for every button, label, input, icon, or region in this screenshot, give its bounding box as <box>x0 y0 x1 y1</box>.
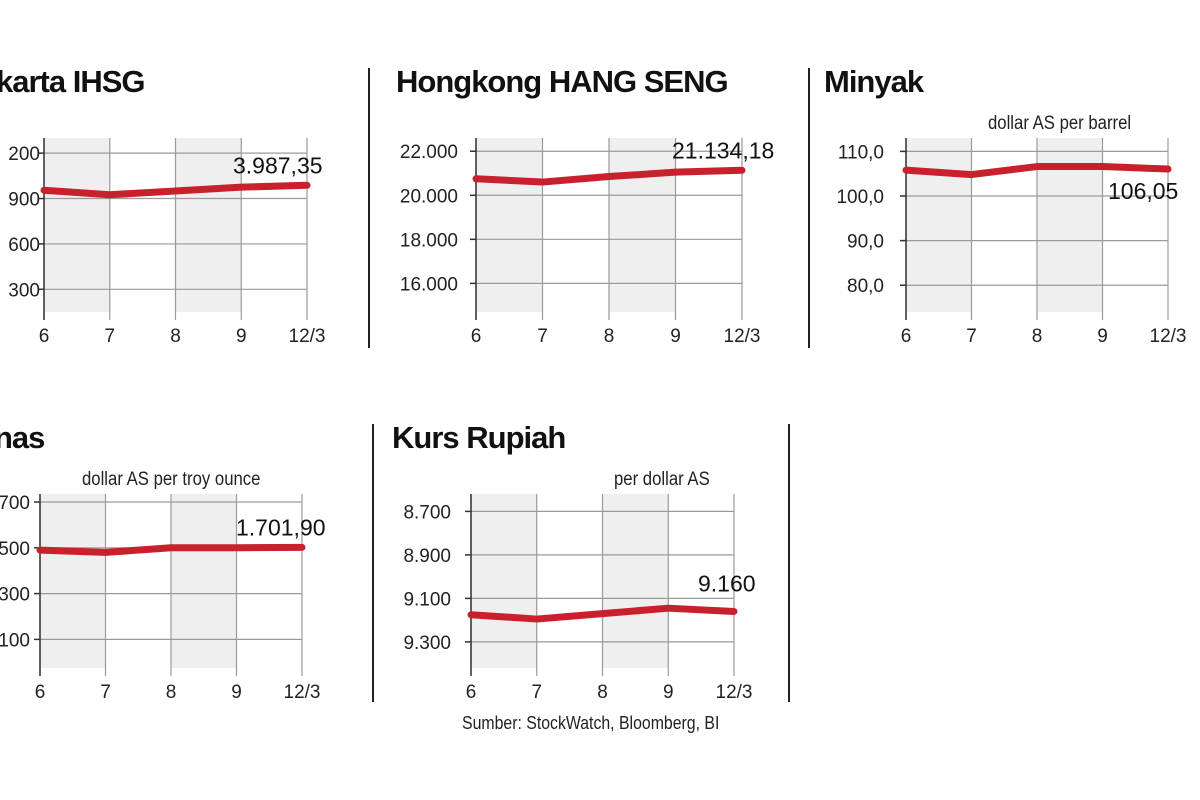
y-tick-label: 16.000 <box>400 274 458 295</box>
panel-divider <box>368 68 370 348</box>
line-chart: 200 900 600 300 6 7 8 9 12/3 3.987,35 <box>8 138 326 347</box>
x-tick-label: 8 <box>597 682 608 703</box>
chart-panel-minyak: Minyak dollar AS per barrel 110,0 100,0 90… <box>820 0 1200 360</box>
line-chart: 110,0 100,0 90,0 80,0 6 7 8 9 12/3 106,05 <box>836 138 1187 347</box>
chart-panel-hang-seng: Hongkong HANG SENG 22.000 20.000 18.000 16.… <box>380 0 800 360</box>
chart-panel-kurs-rupiah: Kurs Rupiah per dollar AS 8.700 8.900 9.10… <box>380 400 780 730</box>
x-tick-label: 7 <box>966 326 977 347</box>
y-tick-label: 80,0 <box>847 276 884 297</box>
y-tick-label: 9.300 <box>403 633 451 654</box>
chart-title: nas <box>0 420 45 455</box>
y-tick-label: 700 <box>0 493 30 514</box>
series-line <box>36 543 306 556</box>
x-tick-label: 7 <box>537 326 548 347</box>
y-tick-label: 8.700 <box>403 502 451 523</box>
y-tick-label: 600 <box>8 235 40 256</box>
shaded-band <box>40 494 106 668</box>
x-tick-label: 12/3 <box>716 682 753 703</box>
panel-divider <box>808 68 810 348</box>
end-value-label: 9.160 <box>698 570 756 596</box>
y-tick-label: 110,0 <box>838 142 884 163</box>
unit-label: dollar AS per barrel <box>988 113 1132 134</box>
y-tick-label: 300 <box>0 585 30 606</box>
shaded-band <box>476 138 543 312</box>
x-tick-label: 9 <box>670 326 681 347</box>
panel-divider <box>372 424 374 702</box>
panel-divider <box>788 424 790 702</box>
shaded-band <box>602 494 669 668</box>
x-tick-label: 6 <box>471 326 482 347</box>
shaded-band <box>471 494 537 668</box>
chart-title: karta IHSG <box>0 64 146 99</box>
series-line <box>40 181 311 199</box>
shaded-band <box>906 138 972 312</box>
x-tick-label: 12/3 <box>289 326 326 347</box>
y-tick-label: 20.000 <box>400 186 458 207</box>
x-tick-label: 7 <box>104 326 115 347</box>
shaded-band <box>44 138 110 312</box>
unit-label: dollar AS per troy ounce <box>82 469 261 490</box>
y-tick-label: 18.000 <box>400 230 458 251</box>
shaded-band <box>609 138 676 312</box>
chart-title: Minyak <box>824 64 924 99</box>
chart-title: Hongkong HANG SENG <box>396 64 729 99</box>
line-chart: 8.700 8.900 9.100 9.300 6 7 8 9 12/3 9.160 <box>403 494 756 703</box>
unit-label: per dollar AS <box>614 469 710 490</box>
y-tick-label: 22.000 <box>400 142 458 163</box>
x-tick-label: 6 <box>39 326 50 347</box>
x-tick-label: 12/3 <box>284 682 321 703</box>
x-tick-label: 8 <box>604 326 615 347</box>
x-tick-label: 12/3 <box>1150 326 1187 347</box>
chart-panel-emas: nas dollar AS per troy ounce 700 500 300 10… <box>0 400 360 730</box>
x-tick-label: 6 <box>466 682 477 703</box>
y-tick-label: 500 <box>0 539 30 560</box>
x-tick-label: 7 <box>531 682 542 703</box>
end-value-label: 1.701,90 <box>236 514 326 540</box>
x-tick-label: 8 <box>170 326 181 347</box>
series-line <box>467 604 738 623</box>
x-tick-label: 9 <box>663 682 674 703</box>
y-tick-label: 900 <box>8 190 40 211</box>
y-tick-label: 200 <box>8 144 40 165</box>
series-line <box>472 166 746 186</box>
source-note: Sumber: StockWatch, Bloomberg, BI <box>462 713 720 733</box>
x-tick-label: 9 <box>236 326 247 347</box>
shaded-band <box>171 494 237 668</box>
y-tick-label: 100 <box>0 630 30 651</box>
series-line <box>902 163 1172 179</box>
x-tick-label: 6 <box>901 326 912 347</box>
y-tick-label: 9.100 <box>403 589 451 610</box>
y-tick-label: 8.900 <box>403 546 451 567</box>
x-tick-label: 6 <box>35 682 46 703</box>
y-tick-label: 100,0 <box>836 187 884 208</box>
chart-title: Kurs Rupiah <box>392 420 566 455</box>
x-tick-label: 8 <box>1032 326 1043 347</box>
y-tick-label: 300 <box>8 280 40 301</box>
x-tick-label: 9 <box>231 682 242 703</box>
shaded-band <box>175 138 242 312</box>
end-value-label: 106,05 <box>1108 178 1178 204</box>
chart-panel-ihsg: karta IHSG 200 900 600 300 6 7 8 9 12/3 3.987,35 <box>0 0 360 360</box>
x-tick-label: 9 <box>1097 326 1108 347</box>
x-tick-label: 12/3 <box>724 326 761 347</box>
x-tick-label: 7 <box>100 682 111 703</box>
x-tick-label: 8 <box>166 682 177 703</box>
line-chart: 700 500 300 100 6 7 8 9 12/3 1.701,90 <box>0 493 326 703</box>
end-value-label: 21.134,18 <box>672 137 774 163</box>
line-chart: 22.000 20.000 18.000 16.000 6 7 8 9 12/3 21.134,1… <box>400 137 774 347</box>
end-value-label: 3.987,35 <box>233 152 323 178</box>
y-tick-label: 90,0 <box>847 232 884 253</box>
